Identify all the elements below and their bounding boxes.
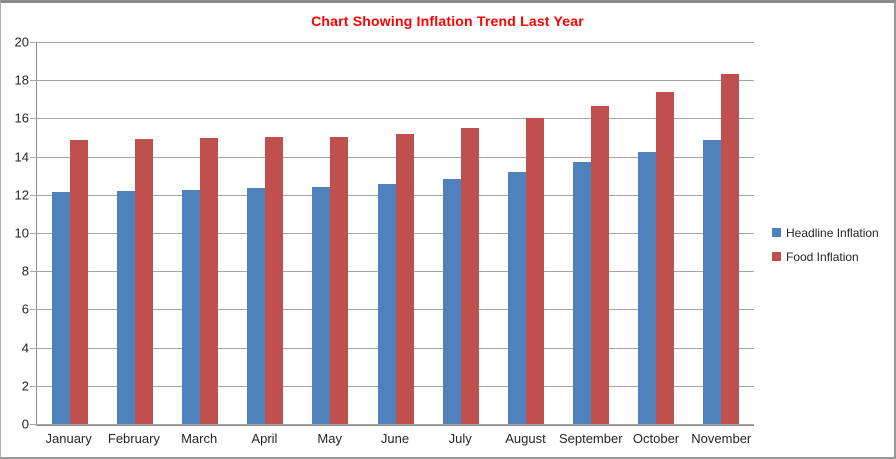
legend-item-food-inflation: Food Inflation [772,248,879,265]
legend-label: Headline Inflation [786,225,879,240]
bar-headline-inflation-may [312,187,331,424]
bar-group-april [233,42,298,424]
bar-food-inflation-january [69,140,88,424]
x-tick-label: November [691,431,752,446]
bar-food-inflation-august [525,118,544,424]
x-axis-labels: January February March April May June July Augu… [36,431,754,446]
y-tick-label: 20 [14,34,29,50]
x-tick-label: September [558,431,623,446]
gridline [30,424,754,425]
x-tick-label: October [632,431,680,446]
bar-headline-inflation-january [51,192,70,424]
gridline [30,80,754,82]
y-tick-label: 18 [14,72,29,88]
legend-swatch [772,228,781,237]
x-tick-label: July [448,431,472,446]
x-tick-label: March [181,431,218,446]
bar-group-august [493,42,558,424]
bar-group-january [37,42,102,424]
plot-bars [37,42,754,424]
y-tick-label: 2 [21,378,29,394]
y-tick-label: 6 [21,301,29,317]
y-tick-label: 16 [14,110,29,126]
x-tick-label: February [107,431,160,446]
y-tick-label: 4 [21,340,29,356]
legend-swatch [772,252,781,261]
bar-group-march [167,42,232,424]
bar-food-inflation-march [199,137,218,424]
bar-headline-inflation-february [116,190,135,424]
x-tick-label: June [380,431,410,446]
bar-group-february [102,42,167,424]
y-tick-label: 14 [14,149,29,165]
bar-group-june [363,42,428,424]
bar-headline-inflation-november [703,139,722,424]
plot-area [30,42,754,426]
bar-headline-inflation-september [573,162,592,424]
legend-label: Food Inflation [786,249,859,264]
bar-headline-inflation-july [442,179,461,424]
gridline [30,42,754,43]
bar-food-inflation-october [656,92,675,424]
bar-group-october [624,42,689,424]
x-tick-label: January [45,431,92,446]
bar-food-inflation-july [460,128,479,424]
bar-food-inflation-may [330,136,349,424]
bar-group-november [689,42,754,424]
y-tick-label: 8 [21,263,29,279]
bar-headline-inflation-october [638,152,657,424]
bar-group-may [298,42,363,424]
bar-headline-inflation-june [377,184,396,424]
bar-food-inflation-february [134,139,153,424]
y-tick-label: 12 [14,187,29,203]
y-tick-label: 10 [14,225,29,241]
bar-headline-inflation-march [181,189,200,424]
chart-title: Chart Showing Inflation Trend Last Year [311,13,584,29]
bar-headline-inflation-april [247,188,266,424]
legend-item-headline-inflation: Headline Inflation [772,224,879,241]
x-tick-label: August [505,431,546,446]
y-axis-labels: 20 18 16 14 12 10 8 6 4 2 0 [1,35,29,432]
bar-headline-inflation-august [507,171,526,424]
bar-food-inflation-september [591,105,610,424]
bar-food-inflation-november [721,74,740,424]
bar-food-inflation-june [395,134,414,424]
gridline [30,156,754,158]
bar-group-july [428,42,493,424]
x-tick-label: May [317,431,342,446]
bar-food-inflation-april [265,136,284,424]
y-tick-label: 0 [21,416,29,432]
bar-group-september [559,42,624,424]
x-tick-label: April [251,431,278,446]
gridline [30,118,754,120]
legend: Headline Inflation Food Inflation [772,224,879,272]
